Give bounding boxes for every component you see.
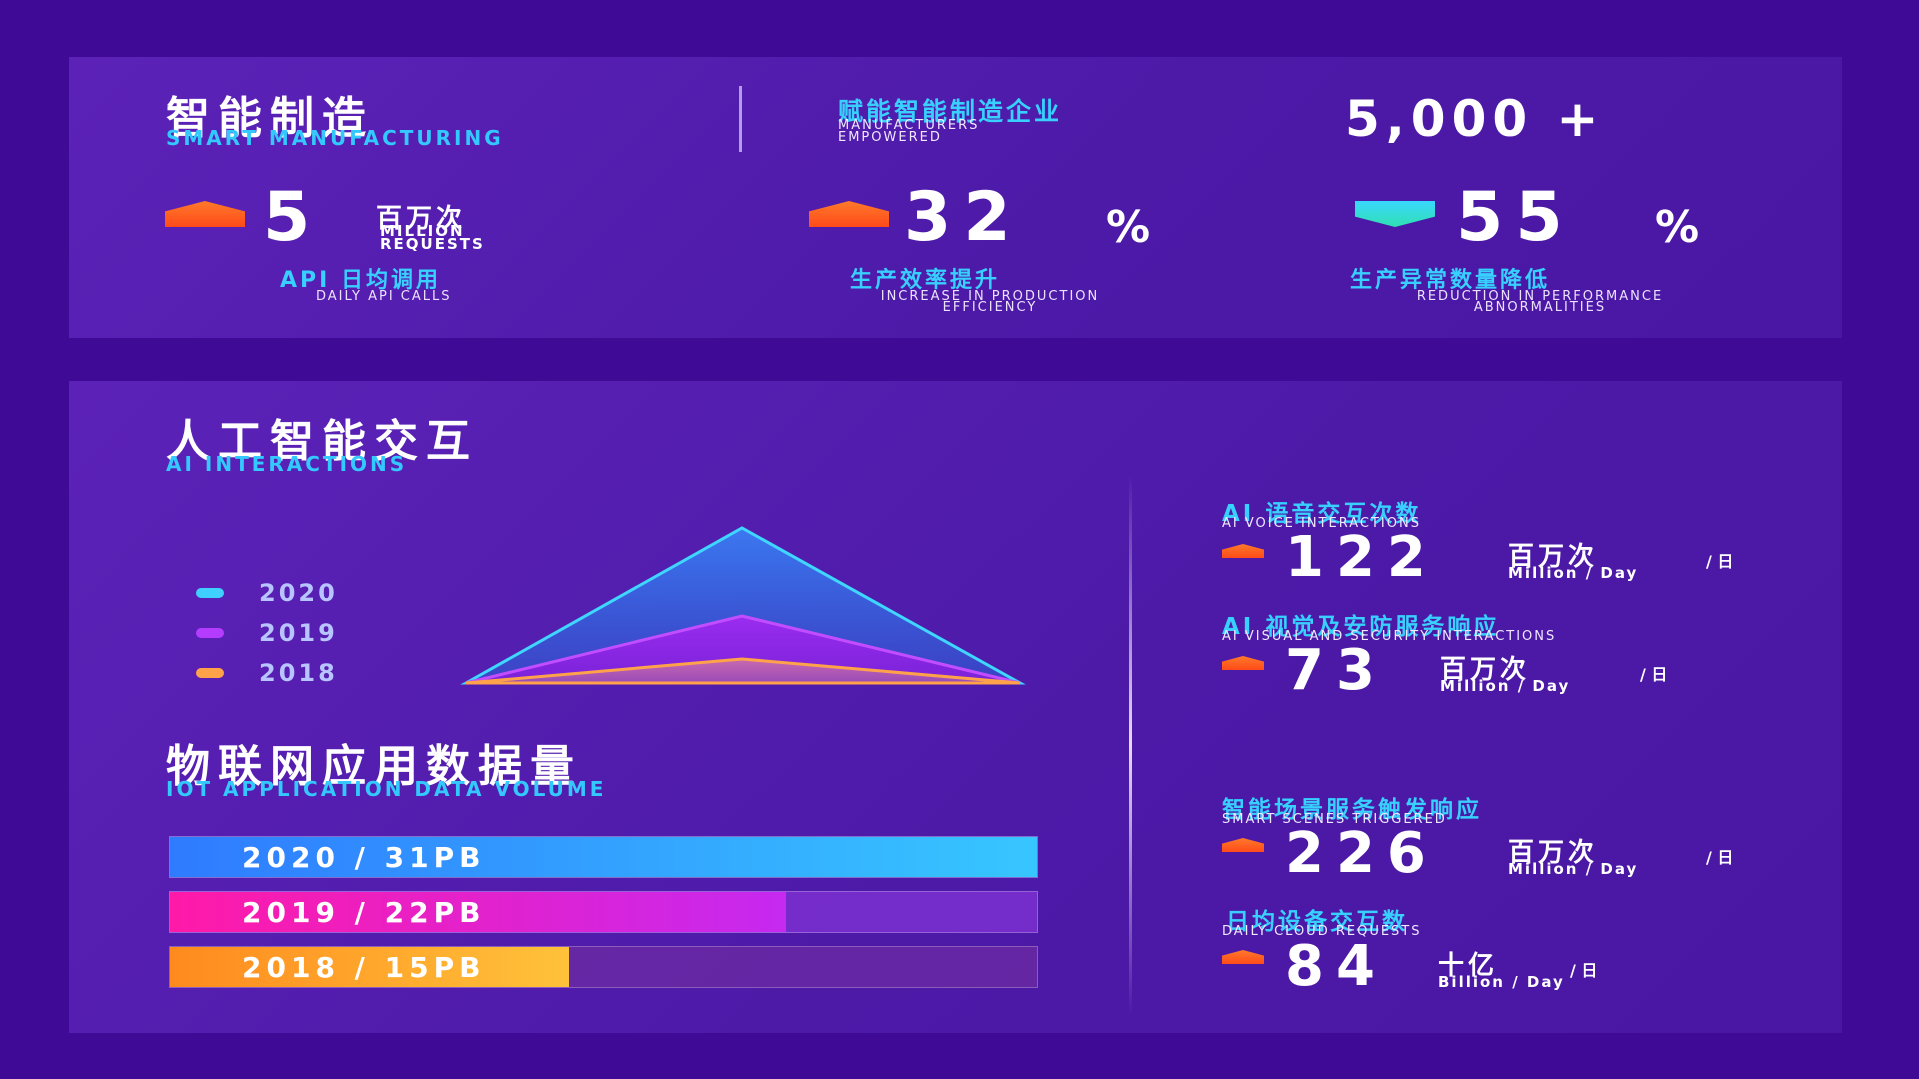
abnormalities-label-en-1: REDUCTION IN PERFORMANCE	[1416, 289, 1664, 304]
abnormalities-unit: %	[1655, 202, 1704, 253]
title-divider	[739, 86, 742, 152]
iot-bar-2020: 2020 / 31PB	[169, 836, 1038, 878]
cloud-unit-en: Billion / Day	[1438, 973, 1565, 991]
production-efficiency-label-en-1: INCREASE IN PRODUCTION	[880, 289, 1100, 304]
enterprises-label-en-1: MANUFACTURERS	[838, 118, 980, 133]
section-divider	[1129, 475, 1132, 1015]
visual-unit-en: Million / Day	[1440, 677, 1571, 695]
ai-iot-panel	[69, 381, 1842, 1033]
iot-bar-fill-2018	[170, 947, 569, 987]
api-calls-unit-en-2: REQUESTS	[380, 235, 485, 253]
api-calls-label-cn: API 日均调用	[280, 268, 441, 293]
cloud-value: 84	[1285, 934, 1387, 999]
smart-manufacturing-title-cn: 智能制造	[166, 93, 374, 144]
visual-title-cn: AI 视觉及安防服务响应	[1222, 614, 1500, 640]
api-calls-unit-en-1: MILLION	[380, 222, 465, 240]
api-calls-label-en: DAILY API CALLS	[316, 289, 452, 304]
iot-bar-label-2018: 2018 / 15PB	[242, 951, 486, 984]
smart-manufacturing-title-en: SMART MANUFACTURING	[166, 126, 504, 150]
abnormalities-label-cn: 生产异常数量降低	[1350, 268, 1551, 293]
ai-interactions-mountain-chart	[460, 526, 1026, 685]
mountain-2018	[465, 657, 1021, 685]
api-calls-unit-cn: 百万次	[376, 204, 467, 234]
enterprises-value: 5,000 +	[1345, 90, 1605, 148]
iot-title-cn: 物联网应用数据量	[166, 741, 582, 792]
ai-interactions-title-cn: 人工智能交互	[166, 416, 478, 467]
scenes-title-en: SMART SCENES TRIGGERED	[1222, 812, 1447, 827]
visual-unit-cn: 百万次	[1440, 655, 1531, 685]
visual-title-en: AI VISUAL AND SECURITY INTERACTIONS	[1222, 629, 1557, 644]
visual-per-day: / 日	[1640, 665, 1668, 684]
legend-label-2020: 2020	[259, 579, 338, 607]
cloud-per-day: / 日	[1570, 961, 1598, 980]
iot-bar-fill-2020	[170, 837, 1037, 877]
cloud-title-en: DAILY CLOUD REQUESTS	[1222, 924, 1422, 939]
scenes-value: 226	[1285, 821, 1438, 886]
production-efficiency-label-en-2: EFFICIENCY	[942, 300, 1038, 315]
legend-label-2018: 2018	[259, 659, 338, 687]
production-efficiency-unit: %	[1106, 202, 1155, 253]
legend-dot-2020	[196, 588, 224, 598]
scenes-unit-cn: 百万次	[1508, 838, 1599, 868]
scenes-title-cn: 智能场景服务触发响应	[1222, 797, 1482, 823]
iot-bar-2019: 2019 / 22PB	[169, 891, 1038, 933]
voice-unit-cn: 百万次	[1508, 542, 1599, 572]
voice-value: 122	[1285, 525, 1438, 590]
legend-label-2019: 2019	[259, 619, 338, 647]
iot-bar-label-2019: 2019 / 22PB	[242, 896, 486, 929]
voice-per-day: / 日	[1706, 552, 1734, 571]
abnormalities-label-en-2: ABNORMALITIES	[1473, 300, 1607, 315]
iot-title-en: IOT APPLICATION DATA VOLUME	[166, 777, 607, 801]
abnormalities-value: 55	[1456, 178, 1575, 257]
enterprises-label-cn: 赋能智能制造企业	[838, 97, 1063, 126]
legend-dot-2019	[196, 628, 224, 638]
legend-dot-2018	[196, 668, 224, 678]
cloud-title-cn: 日均设备交互数	[1226, 909, 1408, 935]
iot-bar-2018: 2018 / 15PB	[169, 946, 1038, 988]
trend-up-icon	[1222, 656, 1264, 670]
iot-bar-fill-2019	[170, 892, 786, 932]
iot-bar-label-2020: 2020 / 31PB	[242, 841, 486, 874]
ai-interactions-title-en: AI INTERACTIONS	[166, 452, 408, 476]
enterprises-label-en-2: EMPOWERED	[838, 130, 942, 145]
voice-title-cn: AI 语音交互次数	[1222, 501, 1422, 527]
voice-unit-en: Million / Day	[1508, 564, 1639, 582]
trend-up-icon	[1222, 544, 1264, 558]
voice-title-en: AI VOICE INTERACTIONS	[1222, 516, 1421, 531]
trend-up-icon	[1222, 838, 1264, 852]
cloud-unit-cn: 十亿	[1438, 951, 1499, 981]
scenes-unit-en: Million / Day	[1508, 860, 1639, 878]
scenes-per-day: / 日	[1706, 848, 1734, 867]
trend-up-icon	[1222, 950, 1264, 964]
production-efficiency-value: 32	[904, 178, 1023, 257]
visual-value: 73	[1285, 638, 1387, 703]
api-calls-value: 5	[263, 178, 323, 257]
production-efficiency-label-cn: 生产效率提升	[850, 268, 1001, 293]
smart-manufacturing-panel	[69, 57, 1842, 338]
